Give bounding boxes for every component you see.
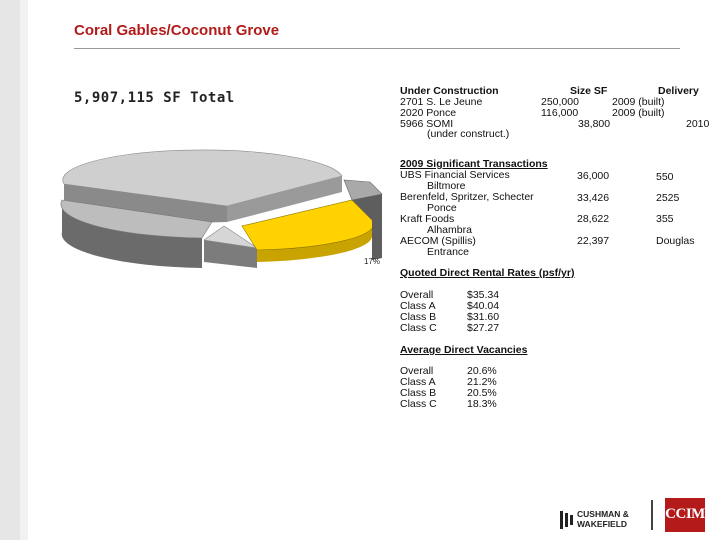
vacancy-value: 18.3%: [467, 398, 497, 410]
vacancy-value: 21.2%: [467, 376, 497, 388]
page-title: Coral Gables/Coconut Grove: [74, 22, 280, 39]
ccim-logo-text: CCIM: [665, 506, 705, 522]
transaction-addr: 550: [656, 171, 674, 183]
construction-row-delivery: 2010: [686, 118, 710, 130]
construction-row-name: 5966 SOMI: [400, 118, 454, 130]
pie-chart: [60, 149, 383, 268]
vacancy-label: Class B: [400, 387, 437, 399]
vacancy-label: Overall: [400, 365, 434, 377]
rates-heading: Quoted Direct Rental Rates (psf/yr): [400, 267, 575, 279]
transaction-name: Berenfeld, Spritzer, Schecter: [400, 191, 534, 203]
construction-header-delivery: Delivery: [658, 85, 699, 97]
rate-label: Class C: [400, 322, 437, 334]
construction-row-name: 2020 Ponce: [400, 107, 457, 119]
transaction-addr: Douglas: [656, 235, 695, 247]
rate-value: $27.27: [467, 322, 500, 334]
pie-slice-small-top: [203, 225, 258, 249]
construction-note: (under construct.): [427, 128, 510, 140]
transaction-sub: Alhambra: [427, 224, 472, 236]
left-decor-strip-light: [20, 0, 28, 540]
title-divider: [74, 48, 680, 49]
left-decor-strip: [0, 0, 20, 540]
pie-slice-back-right: [227, 176, 342, 222]
transaction-sf: 28,622: [577, 213, 610, 225]
construction-row-name: 2701 S. Le Jeune: [400, 96, 483, 108]
logo-separator: [651, 500, 653, 530]
rate-value: $35.34: [467, 289, 500, 301]
pie-slice-back-top: [62, 149, 343, 207]
cw-line2: WAKEFIELD: [577, 519, 628, 529]
transaction-sub: Biltmore: [427, 180, 466, 192]
pie-percent-label: 17%: [364, 257, 381, 266]
rate-label: Class A: [400, 300, 436, 312]
rate-value: $40.04: [467, 300, 500, 312]
pie-slice-left-top: [60, 199, 213, 239]
vacancy-label: Class C: [400, 398, 437, 410]
transaction-name: UBS Financial Services: [400, 169, 510, 181]
rate-value: $31.60: [467, 311, 500, 323]
pie-slice-small-side: [204, 240, 257, 268]
rate-label: Class B: [400, 311, 437, 323]
construction-row-size: 38,800: [578, 118, 611, 130]
transaction-sf: 33,426: [577, 192, 610, 204]
ccim-logo: CCIM: [665, 498, 705, 532]
transaction-name: Kraft Foods: [400, 213, 455, 225]
transaction-addr: 2525: [656, 192, 680, 204]
cw-logo-text: CUSHMAN & WAKEFIELD: [577, 509, 629, 529]
transaction-name: AECOM (Spillis): [400, 235, 476, 247]
vacancies-heading: Average Direct Vacancies: [400, 344, 528, 356]
construction-row-size: 116,000: [541, 107, 579, 119]
transaction-sf: 36,000: [577, 170, 610, 182]
transaction-sf: 22,397: [577, 235, 610, 247]
construction-header-name: Under Construction: [400, 85, 499, 97]
vacancy-label: Class A: [400, 376, 436, 388]
vacancy-value: 20.6%: [467, 365, 497, 377]
construction-header-size: Size SF: [570, 85, 608, 97]
construction-row-size: 250,000: [541, 96, 579, 108]
pie-slice-right-top: [343, 179, 383, 201]
transaction-sub: Ponce: [427, 202, 457, 214]
transactions-heading: 2009 Significant Transactions: [400, 158, 548, 170]
total-sf: 5,907,115 SF Total: [74, 90, 235, 106]
construction-row-delivery: 2009 (built): [612, 107, 665, 119]
vacancy-value: 20.5%: [467, 387, 497, 399]
transaction-addr: 355: [656, 213, 674, 225]
cw-mark-icon: [560, 511, 573, 529]
construction-row-delivery: 2009 (built): [612, 96, 665, 108]
transaction-sub: Entrance: [427, 246, 470, 258]
rate-label: Overall: [400, 289, 434, 301]
cushman-wakefield-logo: CUSHMAN & WAKEFIELD: [560, 505, 650, 533]
cw-line1: CUSHMAN &: [577, 509, 629, 519]
pie-slice-right-side: [352, 194, 382, 260]
